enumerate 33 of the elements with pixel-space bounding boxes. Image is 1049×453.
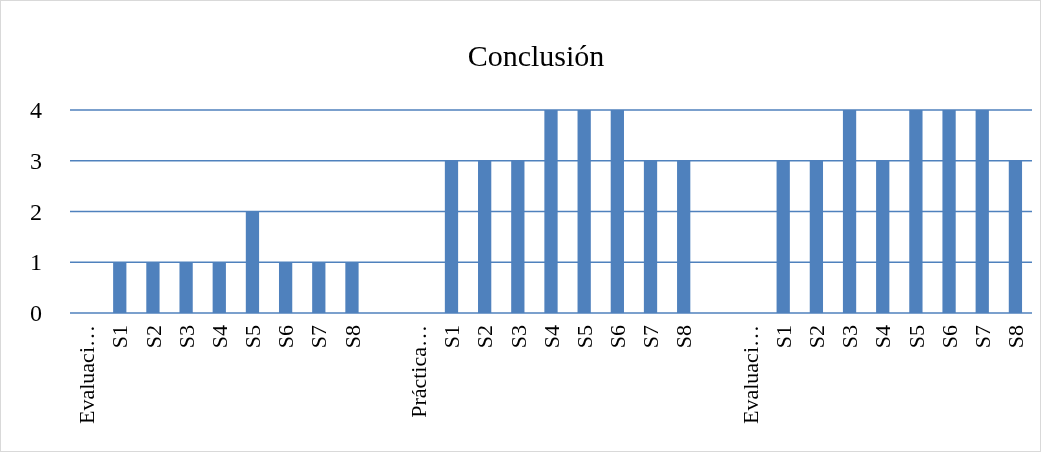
x-tick-label: S6 [605, 325, 631, 349]
x-tick-label: S2 [140, 325, 166, 349]
x-tick-label: S8 [339, 325, 365, 349]
x-tick-label: S2 [804, 325, 830, 349]
y-tick-label: 4 [30, 97, 42, 124]
x-tick-label: S3 [505, 325, 531, 349]
x-tick-label: S4 [870, 325, 896, 349]
x-tick-label: S1 [770, 325, 796, 349]
x-tick-label: S6 [273, 325, 299, 349]
x-tick-label: S8 [671, 325, 697, 349]
x-tick-label: Evaluaci… [737, 325, 763, 424]
x-tick-label: S7 [306, 325, 332, 349]
x-tick-label: S3 [837, 325, 863, 349]
x-tick-label: S4 [206, 325, 232, 349]
x-tick-label: S5 [240, 325, 266, 349]
x-tick-label: S1 [107, 325, 133, 349]
x-tick-label: Práctica… [406, 325, 432, 418]
x-tick-label: S1 [439, 325, 465, 349]
x-tick-label: S5 [903, 325, 929, 349]
y-tick-label: 1 [30, 249, 42, 276]
y-tick-label: 0 [30, 300, 42, 327]
x-tick-label: S6 [936, 325, 962, 349]
x-tick-label: S5 [571, 325, 597, 349]
y-tick-label: 3 [30, 147, 42, 174]
y-tick-label: 2 [30, 198, 42, 225]
x-tick-label: S3 [173, 325, 199, 349]
chart-title: Conclusión [467, 39, 605, 72]
x-tick-label: S4 [538, 325, 564, 349]
x-tick-label: S8 [1003, 325, 1029, 349]
x-tick-label: Evaluaci… [74, 325, 100, 424]
x-tick-label: S2 [472, 325, 498, 349]
x-tick-label: S7 [638, 325, 664, 349]
x-tick-label: S7 [969, 325, 995, 349]
